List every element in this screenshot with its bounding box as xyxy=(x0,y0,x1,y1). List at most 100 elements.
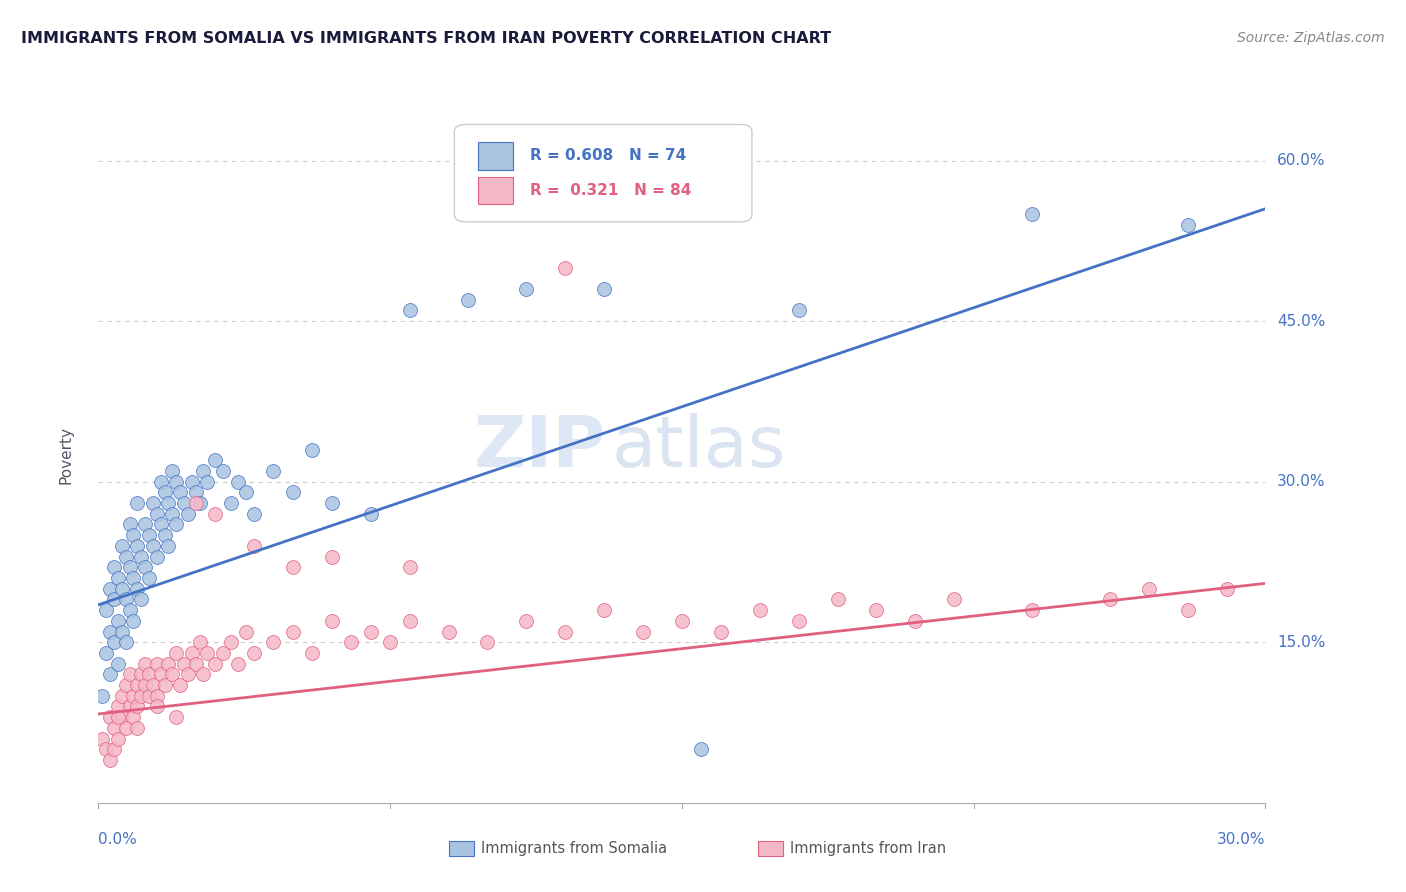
Text: atlas: atlas xyxy=(612,414,786,483)
Point xyxy=(219,496,242,510)
Point xyxy=(129,667,152,681)
Point xyxy=(138,528,160,542)
Point xyxy=(360,507,382,521)
Text: Source: ZipAtlas.com: Source: ZipAtlas.com xyxy=(1237,31,1385,45)
Point xyxy=(173,496,195,510)
FancyBboxPatch shape xyxy=(478,142,513,169)
Point xyxy=(398,303,420,318)
Point xyxy=(195,475,218,489)
FancyBboxPatch shape xyxy=(449,841,474,856)
Point xyxy=(103,635,125,649)
Point xyxy=(142,496,165,510)
Point xyxy=(195,646,218,660)
Text: Immigrants from Iran: Immigrants from Iran xyxy=(790,840,946,855)
Point xyxy=(111,539,134,553)
Point xyxy=(146,689,169,703)
Point xyxy=(114,721,136,735)
Point xyxy=(146,699,169,714)
Point xyxy=(91,689,114,703)
Point xyxy=(153,485,176,500)
Point xyxy=(103,560,125,574)
Point xyxy=(122,571,145,585)
Point xyxy=(146,549,169,564)
Point xyxy=(153,528,176,542)
Point xyxy=(177,507,200,521)
FancyBboxPatch shape xyxy=(758,841,783,856)
Point xyxy=(188,635,211,649)
Point xyxy=(212,646,235,660)
Point xyxy=(787,614,810,628)
Point xyxy=(398,614,420,628)
Point xyxy=(457,293,479,307)
Point xyxy=(228,657,250,671)
Point xyxy=(169,485,191,500)
Point xyxy=(149,667,172,681)
Point xyxy=(127,678,149,692)
Point xyxy=(1021,603,1043,617)
Point xyxy=(235,485,257,500)
Text: 30.0%: 30.0% xyxy=(1218,832,1265,847)
Point xyxy=(103,742,125,756)
Text: ZIP: ZIP xyxy=(474,414,606,483)
Point xyxy=(243,507,266,521)
Point xyxy=(262,464,284,478)
Point xyxy=(515,614,537,628)
Text: 0.0%: 0.0% xyxy=(98,832,138,847)
Point xyxy=(122,614,145,628)
Point xyxy=(91,731,114,746)
Point xyxy=(827,592,849,607)
Point xyxy=(165,517,187,532)
Point xyxy=(98,667,121,681)
Point xyxy=(219,635,242,649)
Point xyxy=(173,657,195,671)
Text: 30.0%: 30.0% xyxy=(1277,475,1326,489)
Point xyxy=(243,539,266,553)
Point xyxy=(262,635,284,649)
Point xyxy=(1215,582,1237,596)
Point xyxy=(865,603,887,617)
Point xyxy=(437,624,460,639)
Point xyxy=(157,657,180,671)
Point xyxy=(111,582,134,596)
Point xyxy=(98,624,121,639)
Point xyxy=(162,464,184,478)
Point xyxy=(138,689,160,703)
Point xyxy=(111,689,134,703)
Point xyxy=(96,603,118,617)
Point xyxy=(193,667,215,681)
Point xyxy=(1177,603,1199,617)
Point xyxy=(98,710,121,724)
Point xyxy=(103,592,125,607)
Point xyxy=(360,624,382,639)
FancyBboxPatch shape xyxy=(478,177,513,204)
Point xyxy=(138,571,160,585)
Point xyxy=(943,592,966,607)
Point xyxy=(204,453,226,467)
Point xyxy=(146,657,169,671)
Point xyxy=(103,721,125,735)
Point xyxy=(321,614,343,628)
Point xyxy=(134,517,156,532)
Point xyxy=(107,614,129,628)
Point xyxy=(281,624,304,639)
Point xyxy=(146,507,169,521)
Point xyxy=(134,560,156,574)
Point xyxy=(129,592,152,607)
Point xyxy=(118,603,141,617)
Point xyxy=(184,485,207,500)
Point xyxy=(134,678,156,692)
Point xyxy=(321,496,343,510)
Point xyxy=(127,721,149,735)
Point xyxy=(138,667,160,681)
Point xyxy=(301,646,323,660)
Point xyxy=(127,539,149,553)
Point xyxy=(114,549,136,564)
Point xyxy=(193,464,215,478)
Point xyxy=(127,496,149,510)
Point xyxy=(177,667,200,681)
Point xyxy=(1021,207,1043,221)
Point xyxy=(398,560,420,574)
Point xyxy=(107,657,129,671)
Point xyxy=(107,699,129,714)
Point xyxy=(98,582,121,596)
